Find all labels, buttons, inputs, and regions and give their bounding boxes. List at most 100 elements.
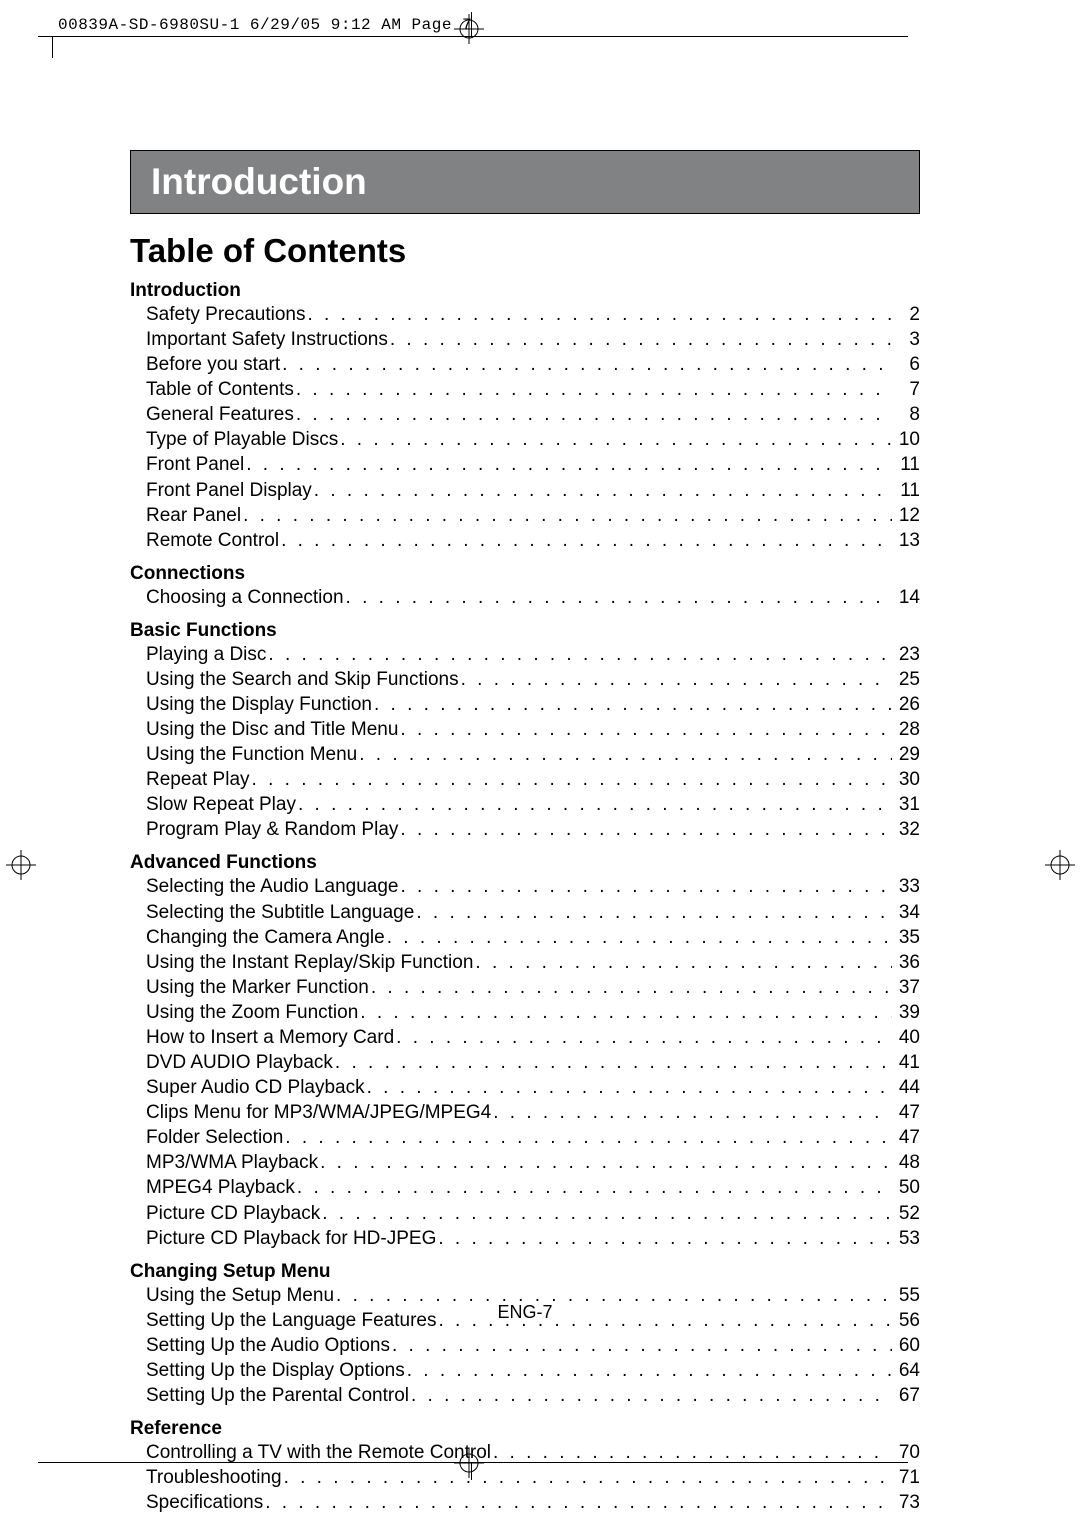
toc-leader-dots xyxy=(284,1465,892,1490)
toc-entry-label: DVD AUDIO Playback xyxy=(146,1050,333,1075)
toc-entry-label: Rear Panel xyxy=(146,503,241,528)
toc-leader-dots xyxy=(265,1490,892,1515)
toc-entry-label: Changing the Camera Angle xyxy=(146,925,385,950)
toc-entry: Choosing a Connection 14 xyxy=(146,585,920,610)
toc-leader-dots xyxy=(396,1025,892,1050)
toc-entry-page: 67 xyxy=(894,1383,920,1408)
toc-entry: DVD AUDIO Playback41 xyxy=(146,1050,920,1075)
crop-rule-top xyxy=(38,36,908,37)
toc-entry-label: Picture CD Playback xyxy=(146,1201,320,1226)
toc-entry-label: Important Safety Instructions xyxy=(146,327,388,352)
toc-entry-label: Remote Control xyxy=(146,528,279,553)
toc-entry-label: Setting Up the Audio Options xyxy=(146,1333,390,1358)
toc-entry-page: 73 xyxy=(894,1490,920,1515)
toc-entry-page: 70 xyxy=(894,1440,920,1465)
toc-entry-page: 14 xyxy=(894,585,920,610)
toc-entry: Table of Contents7 xyxy=(146,377,920,402)
toc-leader-dots xyxy=(246,452,892,477)
toc-entry-page: 35 xyxy=(894,925,920,950)
toc-entry-label: Picture CD Playback for HD-JPEG xyxy=(146,1226,436,1251)
toc-leader-dots xyxy=(282,352,892,377)
toc-entry-page: 26 xyxy=(894,692,920,717)
toc-entry-label: Choosing a Connection xyxy=(146,585,344,610)
toc-leader-dots xyxy=(438,1226,892,1251)
toc-entry-page: 71 xyxy=(894,1465,920,1490)
toc-leader-dots xyxy=(322,1201,892,1226)
toc-entry: Using the Instant Replay/Skip Function36 xyxy=(146,950,920,975)
toc-entry-page: 44 xyxy=(894,1075,920,1100)
toc-entry-label: MPEG4 Playback xyxy=(146,1175,295,1200)
toc-entry-label: Using the Disc and Title Menu xyxy=(146,717,398,742)
toc-leader-dots xyxy=(243,503,892,528)
toc-entry: How to Insert a Memory Card40 xyxy=(146,1025,920,1050)
toc-entry: Type of Playable Discs10 xyxy=(146,427,920,452)
toc-leader-dots xyxy=(411,1383,892,1408)
toc-leader-dots xyxy=(416,900,892,925)
toc-entry-label: Slow Repeat Play xyxy=(146,792,296,817)
toc-entry-label: Using the Zoom Function xyxy=(146,1000,358,1025)
reg-mark-right xyxy=(1045,850,1075,880)
toc-entry-label: Front Panel Display xyxy=(146,478,312,503)
toc-leader-dots xyxy=(296,377,892,402)
toc-entry: Using the Disc and Title Menu 28 xyxy=(146,717,920,742)
toc-entry: Setting Up the Parental Control67 xyxy=(146,1383,920,1408)
toc-leader-dots xyxy=(307,302,892,327)
toc-entry-page: 10 xyxy=(894,427,920,452)
toc-entry-page: 3 xyxy=(894,327,920,352)
toc-leader-dots xyxy=(493,1100,892,1125)
toc-entry: Controlling a TV with the Remote Control… xyxy=(146,1440,920,1465)
toc-leader-dots xyxy=(252,767,892,792)
toc-leader-dots xyxy=(298,792,892,817)
toc-entry: MP3/WMA Playback48 xyxy=(146,1150,920,1175)
toc-leader-dots xyxy=(314,478,892,503)
toc-entry-label: Specifications xyxy=(146,1490,263,1515)
toc-entry-page: 12 xyxy=(894,503,920,528)
toc-entry: Before you start6 xyxy=(146,352,920,377)
toc-entry: Using the Marker Function37 xyxy=(146,975,920,1000)
page-footer: ENG-7 xyxy=(130,1302,920,1323)
toc-entry: Program Play & Random Play32 xyxy=(146,817,920,842)
toc-entry-label: General Features xyxy=(146,402,294,427)
toc-entry-page: 13 xyxy=(894,528,920,553)
toc-entry: Using the Zoom Function 39 xyxy=(146,1000,920,1025)
toc-entry: Setting Up the Display Options64 xyxy=(146,1358,920,1383)
toc-entry-label: Using the Function Menu xyxy=(146,742,357,767)
toc-entry-label: Using the Display Function xyxy=(146,692,372,717)
toc-leader-dots xyxy=(493,1440,892,1465)
toc-entry-page: 39 xyxy=(894,1000,920,1025)
toc-entry-page: 11 xyxy=(894,452,920,477)
toc-entry: Safety Precautions2 xyxy=(146,302,920,327)
toc-section-title: Advanced Functions xyxy=(130,852,920,874)
header-slug: 00839A-SD-6980SU-1 6/29/05 9:12 AM Page … xyxy=(58,16,472,34)
crop-rule-top-tick xyxy=(471,12,472,37)
toc-entry: Setting Up the Audio Options60 xyxy=(146,1333,920,1358)
toc-entry-label: Clips Menu for MP3/WMA/JPEG/MPEG4 xyxy=(146,1100,491,1125)
toc-entry-label: Using the Search and Skip Functions xyxy=(146,667,459,692)
toc-entry: Clips Menu for MP3/WMA/JPEG/MPEG447 xyxy=(146,1100,920,1125)
toc-leader-dots xyxy=(296,402,892,427)
toc-leader-dots xyxy=(401,874,893,899)
toc-entry-page: 8 xyxy=(894,402,920,427)
toc-entry-page: 6 xyxy=(894,352,920,377)
toc-leader-dots xyxy=(400,817,892,842)
toc-entry-page: 50 xyxy=(894,1175,920,1200)
toc-entry-page: 28 xyxy=(894,717,920,742)
toc-leader-dots xyxy=(346,585,892,610)
toc-leader-dots xyxy=(367,1075,892,1100)
toc-entry-page: 31 xyxy=(894,792,920,817)
toc-leader-dots xyxy=(387,925,892,950)
toc-entry-label: Folder Selection xyxy=(146,1125,283,1150)
toc-entry-label: Controlling a TV with the Remote Control xyxy=(146,1440,491,1465)
toc-section-title: Basic Functions xyxy=(130,620,920,642)
toc-entry: Changing the Camera Angle 35 xyxy=(146,925,920,950)
toc-entry-page: 33 xyxy=(894,874,920,899)
toc-entry: Front Panel11 xyxy=(146,452,920,477)
toc-leader-dots xyxy=(392,1333,892,1358)
toc-body: IntroductionSafety Precautions2Important… xyxy=(130,280,920,1515)
toc-entry: Repeat Play30 xyxy=(146,767,920,792)
chapter-banner-text: Introduction xyxy=(151,161,367,203)
toc-entry: Slow Repeat Play 31 xyxy=(146,792,920,817)
toc-entry-page: 36 xyxy=(894,950,920,975)
toc-entry: MPEG4 Playback 50 xyxy=(146,1175,920,1200)
reg-mark-left xyxy=(6,850,36,880)
